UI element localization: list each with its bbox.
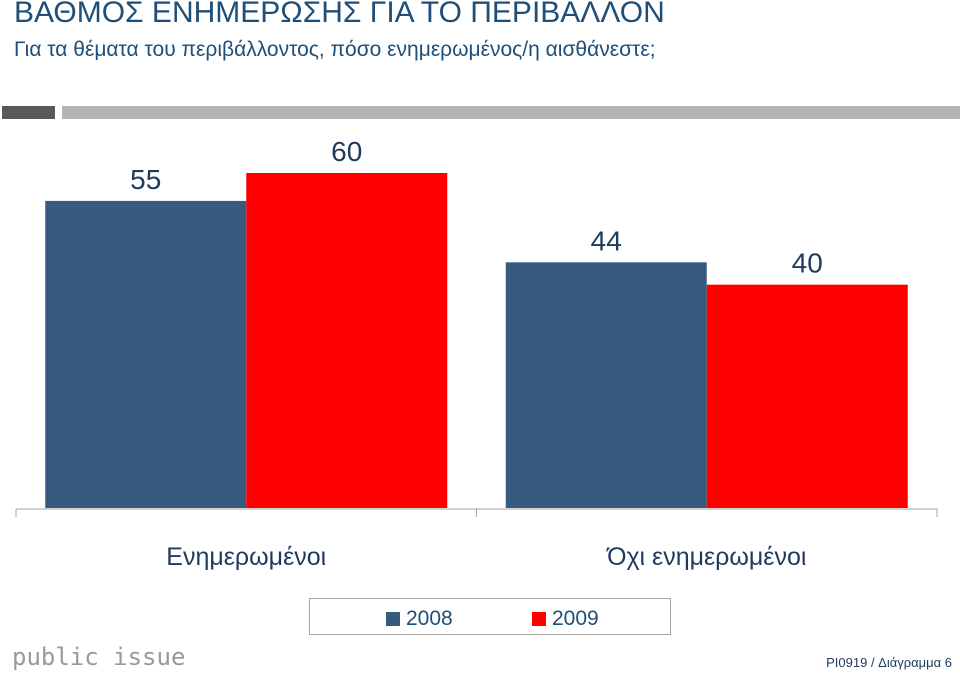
legend-item-2009: 2009 [532,607,599,631]
footer-code: PI0919 / Διάγραμμα 6 [826,655,952,670]
category-label-0: Ενημερωμένοι [166,543,326,571]
bar-2008-1 [505,262,707,508]
bar-2009-1 [706,284,908,508]
bar-2009-0 [246,173,448,508]
chart-title: ΒΑΘΜΟΣ ΕΝΗΜΕΡΩΣΗΣ ΓΙΑ ΤΟ ΠΕΡΙΒΑΛΛΟΝ [14,0,665,29]
data-label-2008-0: 55 [130,164,161,195]
legend-swatch-2008 [386,612,400,627]
legend-label-2008: 2008 [406,607,453,630]
category-label-1: Όχι ενημερωμένοι [606,543,806,571]
chart-subtitle: Για τα θέματα του περιβάλλοντος, πόσο εν… [14,38,656,61]
data-label-2009-1: 40 [792,248,823,279]
header-band-dark [2,106,55,119]
legend-label-2009: 2009 [552,607,599,630]
data-label-2009-0: 60 [331,136,362,167]
header-band-light [62,106,960,119]
data-label-2008-1: 44 [591,225,622,256]
public-issue-logo: public issue [12,643,186,671]
bar-chart: 55 60 Ενημερωμένοι 44 40 Όχι ενημερωμένοι [15,136,938,571]
legend-item-2008: 2008 [386,607,453,631]
legend-swatch-2009 [532,612,546,627]
bar-2008-0 [45,200,247,508]
legend: 2008 2009 [309,598,671,635]
